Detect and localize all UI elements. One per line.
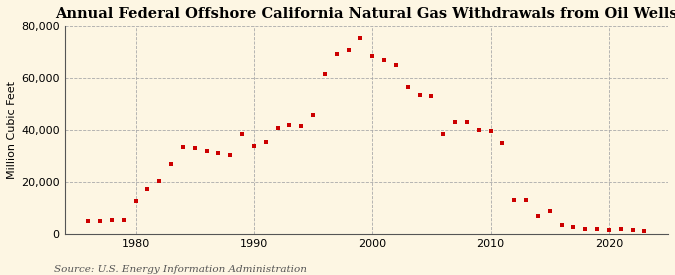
Point: [165, 162, 176, 166]
Point: [520, 198, 531, 202]
Point: [533, 214, 543, 218]
Point: [414, 93, 425, 97]
Title: Annual Federal Offshore California Natural Gas Withdrawals from Oil Wells: Annual Federal Offshore California Natur…: [55, 7, 675, 21]
Point: [248, 144, 259, 148]
Point: [319, 72, 330, 76]
Point: [544, 208, 555, 213]
Point: [308, 112, 319, 117]
Point: [473, 128, 484, 132]
Point: [118, 218, 129, 222]
Point: [190, 146, 200, 150]
Point: [142, 186, 153, 191]
Point: [272, 125, 283, 130]
Point: [355, 36, 366, 40]
Point: [580, 227, 591, 231]
Point: [402, 85, 413, 89]
Point: [556, 223, 567, 227]
Point: [509, 198, 520, 202]
Point: [178, 145, 188, 149]
Point: [639, 229, 650, 233]
Point: [592, 227, 603, 231]
Point: [497, 141, 508, 145]
Text: Source: U.S. Energy Information Administration: Source: U.S. Energy Information Administ…: [54, 265, 307, 274]
Point: [225, 153, 236, 157]
Point: [450, 120, 460, 125]
Point: [616, 227, 626, 232]
Point: [237, 132, 248, 136]
Point: [331, 51, 342, 56]
Point: [379, 58, 389, 62]
Point: [603, 228, 614, 232]
Point: [201, 149, 212, 153]
Point: [154, 178, 165, 183]
Point: [438, 132, 449, 136]
Point: [284, 123, 295, 127]
Point: [261, 140, 271, 144]
Point: [107, 218, 117, 223]
Point: [462, 120, 472, 125]
Point: [568, 225, 578, 230]
Point: [485, 129, 496, 134]
Point: [95, 219, 105, 223]
Point: [130, 199, 141, 204]
Point: [296, 124, 306, 128]
Point: [83, 219, 94, 223]
Point: [213, 151, 224, 156]
Point: [391, 63, 402, 67]
Point: [627, 228, 638, 232]
Point: [367, 54, 377, 58]
Y-axis label: Million Cubic Feet: Million Cubic Feet: [7, 81, 17, 179]
Point: [426, 94, 437, 98]
Point: [343, 48, 354, 52]
